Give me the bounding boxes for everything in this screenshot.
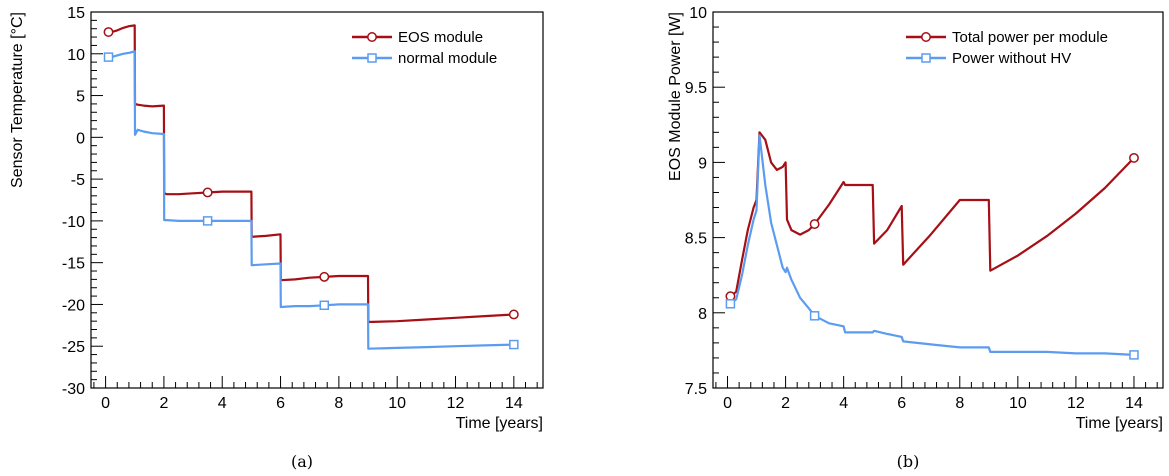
legend-marker-eos — [367, 32, 377, 42]
x-tick-label: 6 — [276, 395, 285, 412]
x-tick-label: 0 — [101, 395, 110, 412]
x-axis-label-a: Time [years] — [456, 415, 543, 432]
series-line-1 — [729, 134, 1135, 356]
x-tick-label: 10 — [388, 395, 406, 412]
data-point-marker — [809, 219, 820, 230]
data-point-marker — [508, 309, 519, 320]
y-tick-label: -15 — [62, 256, 85, 273]
y-tick-label: 8.5 — [685, 231, 707, 248]
x-axis-label-b: Time [years] — [1076, 415, 1163, 432]
x-tick-label: 14 — [1125, 395, 1143, 412]
x-tick-label: 2 — [781, 395, 790, 412]
y-tick-label: 5 — [76, 89, 85, 106]
y-tick-label: 10 — [67, 47, 85, 64]
legend-marker-normal — [367, 53, 377, 63]
legend-a: EOS module normal module — [352, 29, 497, 67]
x-tick-label: 6 — [897, 395, 906, 412]
legend-marker-total — [921, 32, 931, 42]
y-tick-label: 9.5 — [685, 80, 707, 97]
series-line-0 — [729, 131, 1135, 298]
data-point-marker — [319, 271, 330, 282]
y-ticks-a: -30 -25 -20 -15 -10 -5 0 5 10 15 — [62, 5, 103, 398]
x-tick-label: 14 — [505, 395, 523, 412]
data-point-marker — [725, 299, 736, 309]
data-point-marker — [103, 52, 114, 62]
x-tick-label: 8 — [955, 395, 964, 412]
data-point-marker — [509, 339, 519, 350]
y-tick-label: 9 — [698, 155, 707, 172]
y-ticks-b: 7.5 8 8.5 9 9.5 10 — [685, 5, 725, 398]
x-tick-label: 12 — [1067, 395, 1085, 412]
y-tick-label: 7.5 — [685, 381, 707, 398]
x-tick-label: 8 — [334, 395, 343, 412]
series-line-1 — [108, 50, 514, 350]
legend-b: Total power per module Power without HV — [906, 29, 1108, 67]
x-tick-label: 4 — [218, 395, 227, 412]
plot-frame-b — [712, 11, 1164, 389]
y-tick-label: -25 — [62, 339, 85, 356]
x-tick-label: 4 — [839, 395, 848, 412]
legend-label-normal: normal module — [398, 50, 497, 67]
y-tick-label: -10 — [62, 214, 85, 231]
caption-a: (a) — [291, 452, 313, 471]
legend-marker-nohv — [921, 53, 931, 63]
panel-b: 0 2 4 6 8 10 12 14 7.5 8 8.5 9 9.5 10 Time [years] E… — [667, 5, 1164, 471]
plot-frame-a — [90, 11, 544, 389]
series-line-0 — [108, 24, 514, 324]
x-ticks-a: 0 2 4 6 8 10 12 14 — [93, 376, 538, 412]
x-tick-label: 10 — [1009, 395, 1027, 412]
y-tick-label: 10 — [689, 5, 707, 22]
series-markers-a — [103, 27, 519, 350]
x-ticks-b: 0 2 4 6 8 10 12 14 — [715, 376, 1158, 412]
series-markers-b — [725, 152, 1139, 360]
x-tick-label: 2 — [159, 395, 168, 412]
data-point-marker — [1129, 350, 1139, 360]
y-axis-label-a: Sensor Temperature [°C] — [9, 12, 26, 188]
data-point-marker — [809, 311, 820, 321]
y-tick-label: -20 — [62, 297, 85, 314]
y-tick-label: 0 — [76, 130, 85, 147]
y-tick-label: 15 — [67, 5, 85, 22]
legend-label-nohv: Power without HV — [952, 50, 1071, 67]
legend-label-eos: EOS module — [398, 29, 483, 46]
y-tick-label: -30 — [62, 381, 85, 398]
panel-a: 0 2 4 6 8 10 12 14 -30 -25 -20 -15 -10 -5 0 5 10 15 Time… — [9, 5, 544, 471]
data-point-marker — [1129, 152, 1139, 163]
data-point-marker — [103, 27, 114, 38]
y-axis-label-b: EOS Module Power [W] — [667, 12, 684, 181]
data-point-marker — [202, 187, 213, 198]
series-lines-a — [108, 24, 514, 350]
x-tick-label: 12 — [447, 395, 465, 412]
y-tick-label: 8 — [698, 306, 707, 323]
caption-b: (b) — [897, 452, 920, 471]
y-tick-label: -5 — [71, 172, 85, 189]
data-point-marker — [319, 300, 330, 311]
x-tick-label: 0 — [723, 395, 732, 412]
data-point-marker — [202, 216, 213, 226]
legend-label-total: Total power per module — [952, 29, 1108, 46]
series-lines-b — [729, 131, 1135, 356]
